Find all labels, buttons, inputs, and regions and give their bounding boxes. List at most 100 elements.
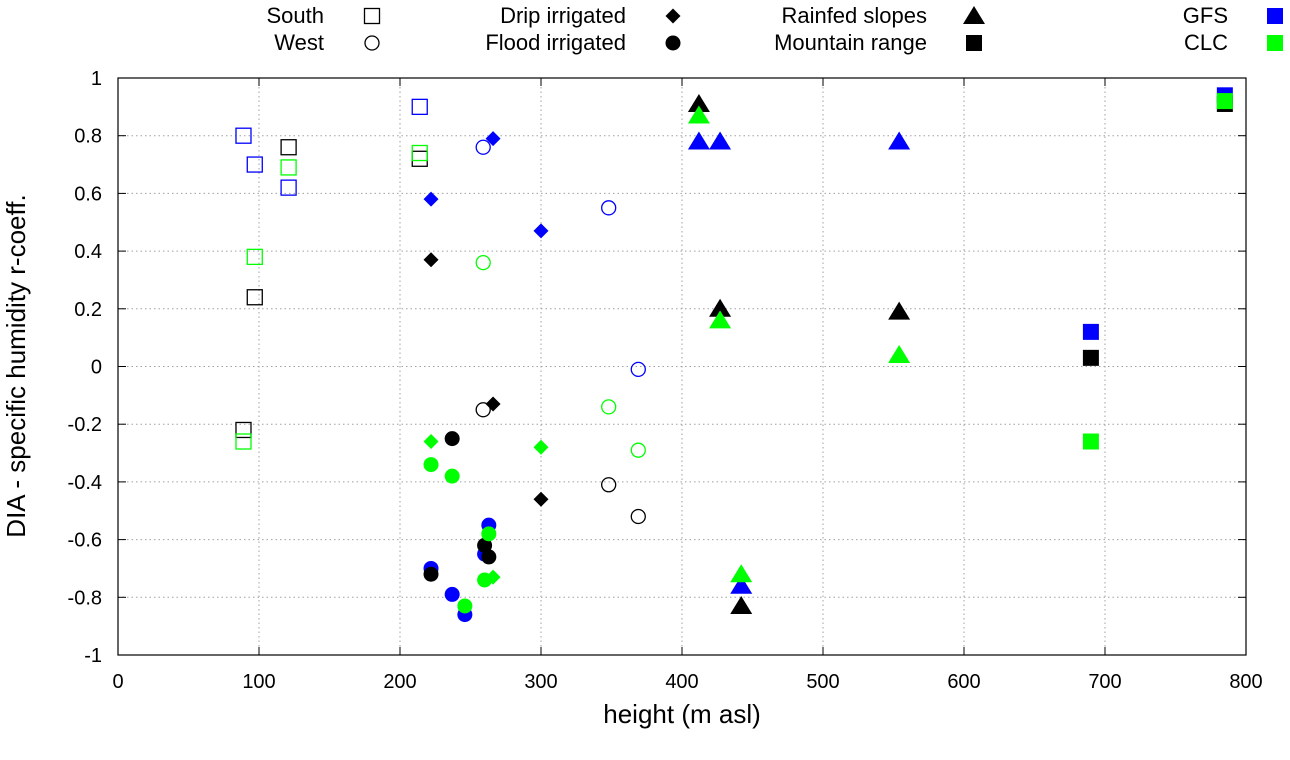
legend-label: CLC [1184, 30, 1228, 55]
data-point [533, 491, 549, 507]
data-point [246, 248, 263, 266]
x-tick-label: 300 [524, 671, 557, 693]
x-axis-label: height (m asl) [603, 699, 761, 729]
data-point [475, 139, 491, 155]
data-point [444, 586, 460, 602]
data-point [246, 156, 263, 173]
x-tick-label: 800 [1229, 671, 1262, 693]
y-tick-label: -0.8 [68, 587, 102, 609]
data-point [888, 131, 911, 150]
data-point [730, 564, 753, 583]
y-tick-label: -1 [84, 645, 102, 667]
data-point [423, 457, 439, 473]
data-point [475, 402, 491, 418]
x-tick-label: 500 [806, 671, 839, 693]
data-point [888, 344, 911, 363]
data-point [730, 595, 753, 614]
legend-color-swatch [1267, 8, 1283, 24]
legend-marker-circle-open [364, 35, 380, 51]
data-point [687, 131, 710, 150]
data-point [630, 361, 646, 378]
data-point [411, 150, 428, 167]
x-tick-label: 400 [665, 671, 698, 693]
legend-label: South [267, 3, 325, 28]
series-west [475, 139, 646, 525]
data-point [444, 431, 460, 447]
legend-marker-circle [665, 35, 681, 51]
data-point [630, 508, 646, 525]
legend-label: Mountain range [774, 30, 927, 55]
series-drip-irrigated [423, 131, 549, 585]
data-point [235, 421, 252, 439]
data-point [280, 139, 297, 156]
data-point [235, 127, 252, 144]
series-south [235, 98, 428, 450]
legend-color-swatch [1267, 35, 1283, 51]
data-point [1082, 323, 1099, 340]
legend-marker-triangle [963, 6, 985, 24]
y-tick-label: 0.2 [74, 299, 102, 321]
data-point [601, 477, 617, 493]
y-tick-label: 0.6 [74, 183, 102, 205]
data-point [423, 191, 439, 207]
data-point [280, 179, 297, 196]
data-point [444, 468, 460, 484]
data-point [411, 144, 428, 162]
y-tick-label: 1 [91, 68, 102, 90]
data-point [475, 254, 491, 271]
data-point [235, 433, 252, 450]
legend-marker-square-open [363, 7, 381, 25]
data-point [730, 575, 753, 594]
legend-label: Flood irrigated [485, 30, 626, 55]
y-tick-label: 0 [91, 357, 102, 379]
data-point [533, 223, 549, 239]
data-point [423, 566, 439, 582]
y-tick-label: 0.8 [74, 126, 102, 148]
x-tick-label: 100 [242, 671, 275, 693]
legend-marker-square [966, 35, 982, 51]
data-point [709, 298, 732, 317]
data-point [457, 598, 473, 614]
legend-label: Rainfed slopes [781, 3, 927, 28]
data-point [477, 572, 493, 588]
data-point [709, 131, 732, 150]
data-point [485, 131, 501, 147]
data-point [481, 526, 497, 542]
grid-layer [118, 78, 1246, 655]
x-tick-label: 200 [383, 671, 416, 693]
data-point [423, 434, 439, 450]
data-point [687, 105, 710, 124]
data-point [888, 301, 911, 320]
x-tick-label: 600 [947, 671, 980, 693]
data-point [630, 442, 646, 458]
data-point [687, 93, 710, 112]
data-point [601, 200, 617, 216]
y-tick-label: 0.4 [74, 241, 102, 263]
legend-label: GFS [1183, 3, 1228, 28]
data-point [411, 98, 428, 115]
y-tick-label: -0.6 [68, 530, 102, 552]
data-point [481, 549, 497, 565]
data-point [709, 310, 732, 329]
data-point [423, 252, 439, 268]
data-point [601, 399, 617, 415]
ticks-layer: 0 100 200 300 400 500 600 700 800 -1 -0.8 -0.6 -0.4 -… [68, 68, 1263, 693]
data-point [1082, 349, 1099, 366]
series-mountain-range [1082, 87, 1233, 450]
legend-label: Drip irrigated [500, 3, 626, 28]
series-rainfed-slopes [687, 93, 911, 614]
data-point [246, 289, 263, 306]
legend-label: West [274, 30, 324, 55]
y-axis-label: DIA - specific humidity r-coeff. [1, 194, 31, 537]
data-point [477, 537, 493, 553]
data-point [280, 159, 297, 176]
y-tick-label: -0.2 [68, 414, 102, 436]
points-layer [235, 87, 1233, 623]
series-flood-irrigated [423, 431, 497, 623]
y-tick-label: -0.4 [68, 472, 102, 494]
data-point [1082, 433, 1099, 450]
x-tick-label: 0 [112, 671, 123, 693]
data-point [485, 396, 501, 412]
